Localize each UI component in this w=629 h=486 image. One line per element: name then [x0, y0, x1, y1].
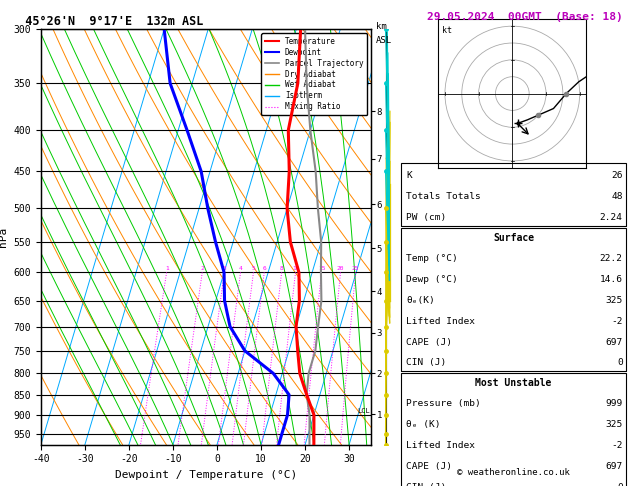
Text: 325: 325 — [606, 296, 623, 305]
Text: PW (cm): PW (cm) — [406, 213, 447, 222]
Text: 325: 325 — [606, 420, 623, 429]
Text: 45°26'N  9°17'E  132m ASL: 45°26'N 9°17'E 132m ASL — [11, 15, 204, 28]
Text: ASL: ASL — [376, 36, 392, 46]
Text: 1: 1 — [165, 266, 169, 271]
Text: Totals Totals: Totals Totals — [406, 192, 481, 201]
Text: © weatheronline.co.uk: © weatheronline.co.uk — [457, 468, 570, 477]
Text: CIN (J): CIN (J) — [406, 483, 447, 486]
Text: Temp (°C): Temp (°C) — [406, 254, 458, 263]
Text: 22.2: 22.2 — [599, 254, 623, 263]
Text: 2.24: 2.24 — [599, 213, 623, 222]
Text: Surface: Surface — [493, 233, 534, 243]
Text: Most Unstable: Most Unstable — [476, 378, 552, 388]
Text: CAPE (J): CAPE (J) — [406, 462, 452, 471]
Text: 4: 4 — [239, 266, 243, 271]
Text: -2: -2 — [611, 441, 623, 450]
Text: 26: 26 — [611, 172, 623, 180]
Text: 2: 2 — [201, 266, 204, 271]
Text: K: K — [406, 172, 412, 180]
Text: 6: 6 — [262, 266, 266, 271]
X-axis label: Dewpoint / Temperature (°C): Dewpoint / Temperature (°C) — [115, 470, 297, 480]
Text: 10: 10 — [292, 266, 299, 271]
Text: 48: 48 — [611, 192, 623, 201]
Text: CIN (J): CIN (J) — [406, 359, 447, 367]
Text: 697: 697 — [606, 338, 623, 347]
Text: 14.6: 14.6 — [599, 275, 623, 284]
Text: 3: 3 — [223, 266, 226, 271]
Text: LCL: LCL — [357, 408, 370, 414]
Y-axis label: hPa: hPa — [0, 227, 8, 247]
Text: 697: 697 — [606, 462, 623, 471]
Text: Pressure (mb): Pressure (mb) — [406, 399, 481, 408]
Text: 8: 8 — [280, 266, 284, 271]
Text: 0: 0 — [617, 483, 623, 486]
Text: θₑ (K): θₑ (K) — [406, 420, 441, 429]
Legend: Temperature, Dewpoint, Parcel Trajectory, Dry Adiabat, Wet Adiabat, Isotherm, Mi: Temperature, Dewpoint, Parcel Trajectory… — [261, 33, 367, 115]
Text: kt: kt — [442, 26, 452, 35]
Text: 5: 5 — [252, 266, 255, 271]
Text: Lifted Index: Lifted Index — [406, 317, 476, 326]
Text: CAPE (J): CAPE (J) — [406, 338, 452, 347]
Text: Lifted Index: Lifted Index — [406, 441, 476, 450]
Text: km: km — [376, 22, 387, 31]
Text: Dewp (°C): Dewp (°C) — [406, 275, 458, 284]
Text: θₑ(K): θₑ(K) — [406, 296, 435, 305]
Text: 29.05.2024  00GMT  (Base: 18): 29.05.2024 00GMT (Base: 18) — [427, 12, 623, 22]
Text: 999: 999 — [606, 399, 623, 408]
Text: 20: 20 — [337, 266, 344, 271]
Text: 15: 15 — [318, 266, 325, 271]
Text: -2: -2 — [611, 317, 623, 326]
Text: 0: 0 — [617, 359, 623, 367]
Text: 25: 25 — [352, 266, 359, 271]
